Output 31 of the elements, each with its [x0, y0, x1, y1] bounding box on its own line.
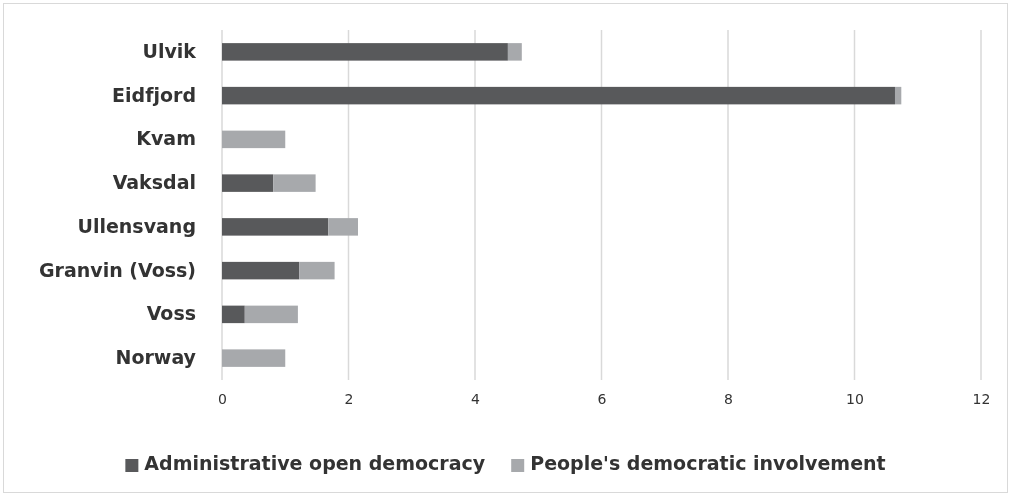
bar	[222, 130, 286, 149]
x-tick-label: 12	[972, 390, 991, 407]
bar	[222, 86, 895, 105]
legend-label: Administrative open democracy	[144, 452, 486, 474]
bar	[222, 349, 286, 367]
y-tick-label: Kvam	[136, 127, 196, 150]
y-tick-label: Vaksdal	[112, 171, 196, 194]
bar	[222, 43, 508, 61]
bar	[222, 305, 245, 324]
x-tick-label: 4	[471, 390, 481, 407]
x-tick-label: 2	[344, 390, 354, 407]
bar	[222, 174, 274, 192]
y-tick-label: Norway	[115, 346, 197, 369]
x-tick-label: 10	[846, 390, 864, 407]
bar	[244, 305, 298, 324]
bar	[299, 261, 335, 280]
bar	[222, 218, 329, 236]
x-tick-label: 0	[218, 390, 227, 407]
legend-label: People's democratic involvement	[530, 452, 886, 474]
bar	[222, 261, 300, 280]
bar	[507, 43, 522, 61]
x-tick-label: 6	[597, 390, 607, 407]
y-tick-label: Granvin (Voss)	[38, 258, 196, 281]
y-tick-label: Ullensvang	[77, 214, 196, 237]
x-tick-label: 8	[724, 390, 733, 407]
bar	[894, 86, 902, 105]
y-tick-label: Voss	[146, 302, 196, 325]
bar	[273, 174, 316, 192]
y-tick-label: Eidfjord	[112, 83, 196, 106]
bar	[328, 218, 358, 236]
y-tick-label: Ulvik	[142, 39, 197, 62]
